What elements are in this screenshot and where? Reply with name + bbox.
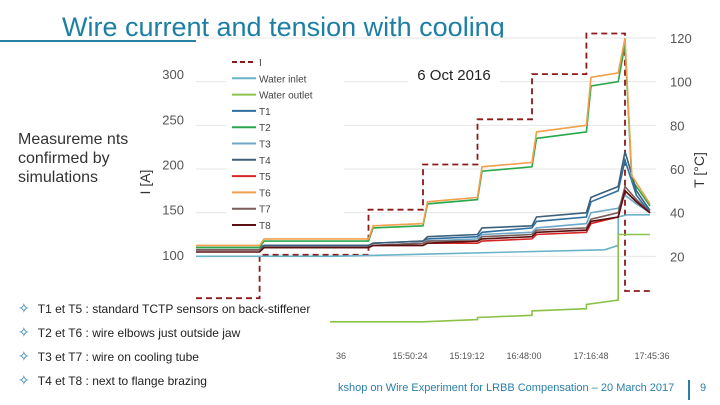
legend-label: T1 (259, 107, 271, 118)
bullet-text: T3 et T7 : wire on cooling tube (37, 350, 199, 364)
x-axis-ticks: 36 15:50:24 15:19:12 16:48:00 17:16:48 17:45:… (336, 351, 670, 361)
series-line-i (196, 32, 650, 300)
series-line-t6 (196, 37, 651, 247)
footer-accent-bar (688, 380, 690, 400)
x-tick-label: 36 (336, 351, 346, 361)
right-axis-ticks: 120 100 80 60 40 20 (670, 31, 692, 264)
legend: I Water inlet Water outlet T1 T2 T3 T4 T5 T6 T7 T8 (232, 58, 313, 232)
x-tick-label: 15:19:12 (449, 351, 484, 361)
legend-label: T4 (259, 156, 271, 167)
legend-label: Water outlet (259, 91, 313, 102)
series-line-t8 (196, 189, 651, 253)
bullet-item: ✧ T2 et T6 : wire elbows just outside jaw (18, 324, 310, 348)
bullet-item: ✧ T3 et T7 : wire on cooling tube (18, 348, 310, 372)
y-tick-label: 100 (162, 248, 184, 263)
bullet-item: ✧ T4 et T8 : next to flange brazing (18, 372, 310, 396)
y-axis-label-right: T [°C] (691, 152, 707, 188)
y-right-tick-label: 20 (670, 249, 684, 264)
left-note: Measureme nts confirmed by simulations (18, 131, 129, 186)
bullet-text: T4 et T8 : next to flange brazing (37, 374, 207, 388)
bullet-mark: ✧ (18, 372, 30, 388)
bullet-mark: ✧ (18, 348, 30, 364)
footer-text: kshop on Wire Experiment for LRBB Compen… (338, 382, 675, 394)
legend-label: I (259, 58, 262, 69)
x-tick-label: 17:45:36 (634, 351, 669, 361)
y-axis-label: I [A] (137, 170, 153, 195)
series-line-water-outlet (196, 233, 650, 323)
bottom-mask (330, 362, 690, 405)
legend-label: T2 (259, 123, 271, 134)
x-tick-label: 15:50:24 (392, 351, 427, 361)
y-right-tick-label: 40 (670, 206, 684, 221)
y-tick-label: 150 (162, 203, 184, 218)
legend-label: T5 (259, 172, 271, 183)
y-tick-label: 300 (162, 67, 184, 82)
legend-label: T8 (259, 221, 271, 232)
y-tick-label: 250 (162, 112, 184, 127)
y-tick-label: 200 (162, 157, 184, 172)
bullet-text: T1 et T5 : standard TCTP sensors on back… (37, 302, 311, 316)
bullet-panel-background (0, 300, 330, 405)
x-tick-label: 17:16:48 (573, 351, 608, 361)
y-right-tick-label: 100 (670, 75, 692, 90)
y-right-tick-label: 60 (670, 162, 684, 177)
bullet-text: T2 et T6 : wire elbows just outside jaw (37, 326, 241, 340)
series-line-water-inlet (196, 214, 650, 258)
y-right-tick-label: 80 (670, 118, 684, 133)
x-tick-label: 16:48:00 (506, 351, 541, 361)
bullet-list: ✧ T1 et T5 : standard TCTP sensors on bac… (18, 300, 310, 396)
bullet-mark: ✧ (18, 300, 30, 316)
page-title: Wire current and tension with cooling (62, 12, 505, 42)
y-right-tick-label: 120 (670, 31, 692, 46)
legend-label: Water inlet (259, 74, 307, 85)
annotation-background (408, 60, 500, 86)
chart-annotation: 6 Oct 2016 (417, 67, 490, 84)
legend-label: T7 (259, 205, 271, 216)
series-lines (196, 32, 651, 323)
page-number: 9 (700, 382, 707, 394)
bullet-item: ✧ T1 et T5 : standard TCTP sensors on bac… (18, 300, 310, 324)
bullet-mark: ✧ (18, 324, 30, 340)
series-line-t4 (196, 151, 651, 251)
legend-label: T6 (259, 188, 271, 199)
left-axis-ticks: 300 250 200 150 100 (162, 67, 184, 263)
legend-label: T3 (259, 140, 271, 151)
title-underline (0, 40, 255, 42)
